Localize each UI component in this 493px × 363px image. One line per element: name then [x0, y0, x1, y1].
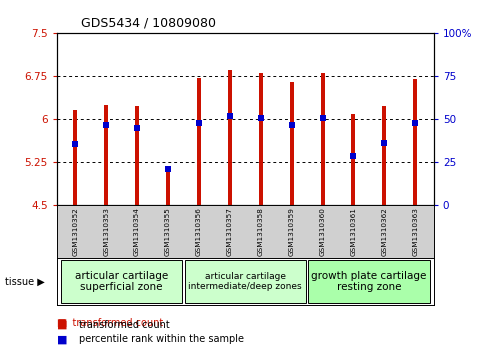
Text: GSM1310352: GSM1310352	[72, 207, 78, 256]
Bar	[73, 110, 77, 205]
Text: GSM1310355: GSM1310355	[165, 207, 171, 256]
Text: GSM1310357: GSM1310357	[227, 207, 233, 256]
Point	[195, 121, 203, 126]
Point	[164, 166, 172, 172]
Bar	[197, 78, 201, 205]
Bar	[413, 79, 417, 205]
Point	[71, 141, 79, 147]
Text: ■: ■	[57, 318, 66, 328]
Text: GSM1310362: GSM1310362	[382, 207, 387, 256]
Text: GSM1310358: GSM1310358	[258, 207, 264, 256]
Point	[350, 153, 357, 159]
Text: GSM1310361: GSM1310361	[351, 207, 356, 256]
Bar	[166, 167, 170, 205]
Text: ■: ■	[57, 320, 67, 330]
Bar	[320, 73, 324, 205]
Text: articular cartilage
intermediate/deep zones: articular cartilage intermediate/deep zo…	[188, 272, 302, 291]
Point	[288, 122, 296, 128]
Point	[226, 113, 234, 119]
Bar	[61, 260, 182, 303]
Text: GDS5434 / 10809080: GDS5434 / 10809080	[81, 16, 216, 29]
Point	[318, 115, 326, 121]
Text: GSM1310363: GSM1310363	[412, 207, 418, 256]
Point	[133, 125, 141, 130]
Text: GSM1310354: GSM1310354	[134, 207, 140, 256]
Bar	[185, 260, 306, 303]
Text: GSM1310353: GSM1310353	[103, 207, 109, 256]
Text: tissue ▶: tissue ▶	[5, 276, 45, 286]
Bar	[228, 70, 232, 205]
Point	[411, 121, 419, 126]
Text: ■  transformed count: ■ transformed count	[57, 318, 163, 328]
Text: GSM1310356: GSM1310356	[196, 207, 202, 256]
Point	[102, 122, 110, 127]
Bar	[259, 73, 263, 205]
Text: GSM1310360: GSM1310360	[319, 207, 325, 256]
Bar	[104, 105, 108, 205]
Text: ■: ■	[57, 334, 67, 344]
Point	[257, 115, 265, 121]
Text: growth plate cartilage
resting zone: growth plate cartilage resting zone	[311, 270, 426, 292]
Point	[381, 140, 388, 146]
Bar	[289, 82, 294, 205]
Bar	[383, 106, 387, 205]
Bar	[135, 106, 139, 205]
Bar	[308, 260, 429, 303]
Text: articular cartilage
superficial zone: articular cartilage superficial zone	[75, 270, 168, 292]
Text: percentile rank within the sample: percentile rank within the sample	[79, 334, 244, 344]
Text: GSM1310359: GSM1310359	[288, 207, 295, 256]
Bar	[352, 114, 355, 205]
Text: transformed count: transformed count	[79, 320, 170, 330]
